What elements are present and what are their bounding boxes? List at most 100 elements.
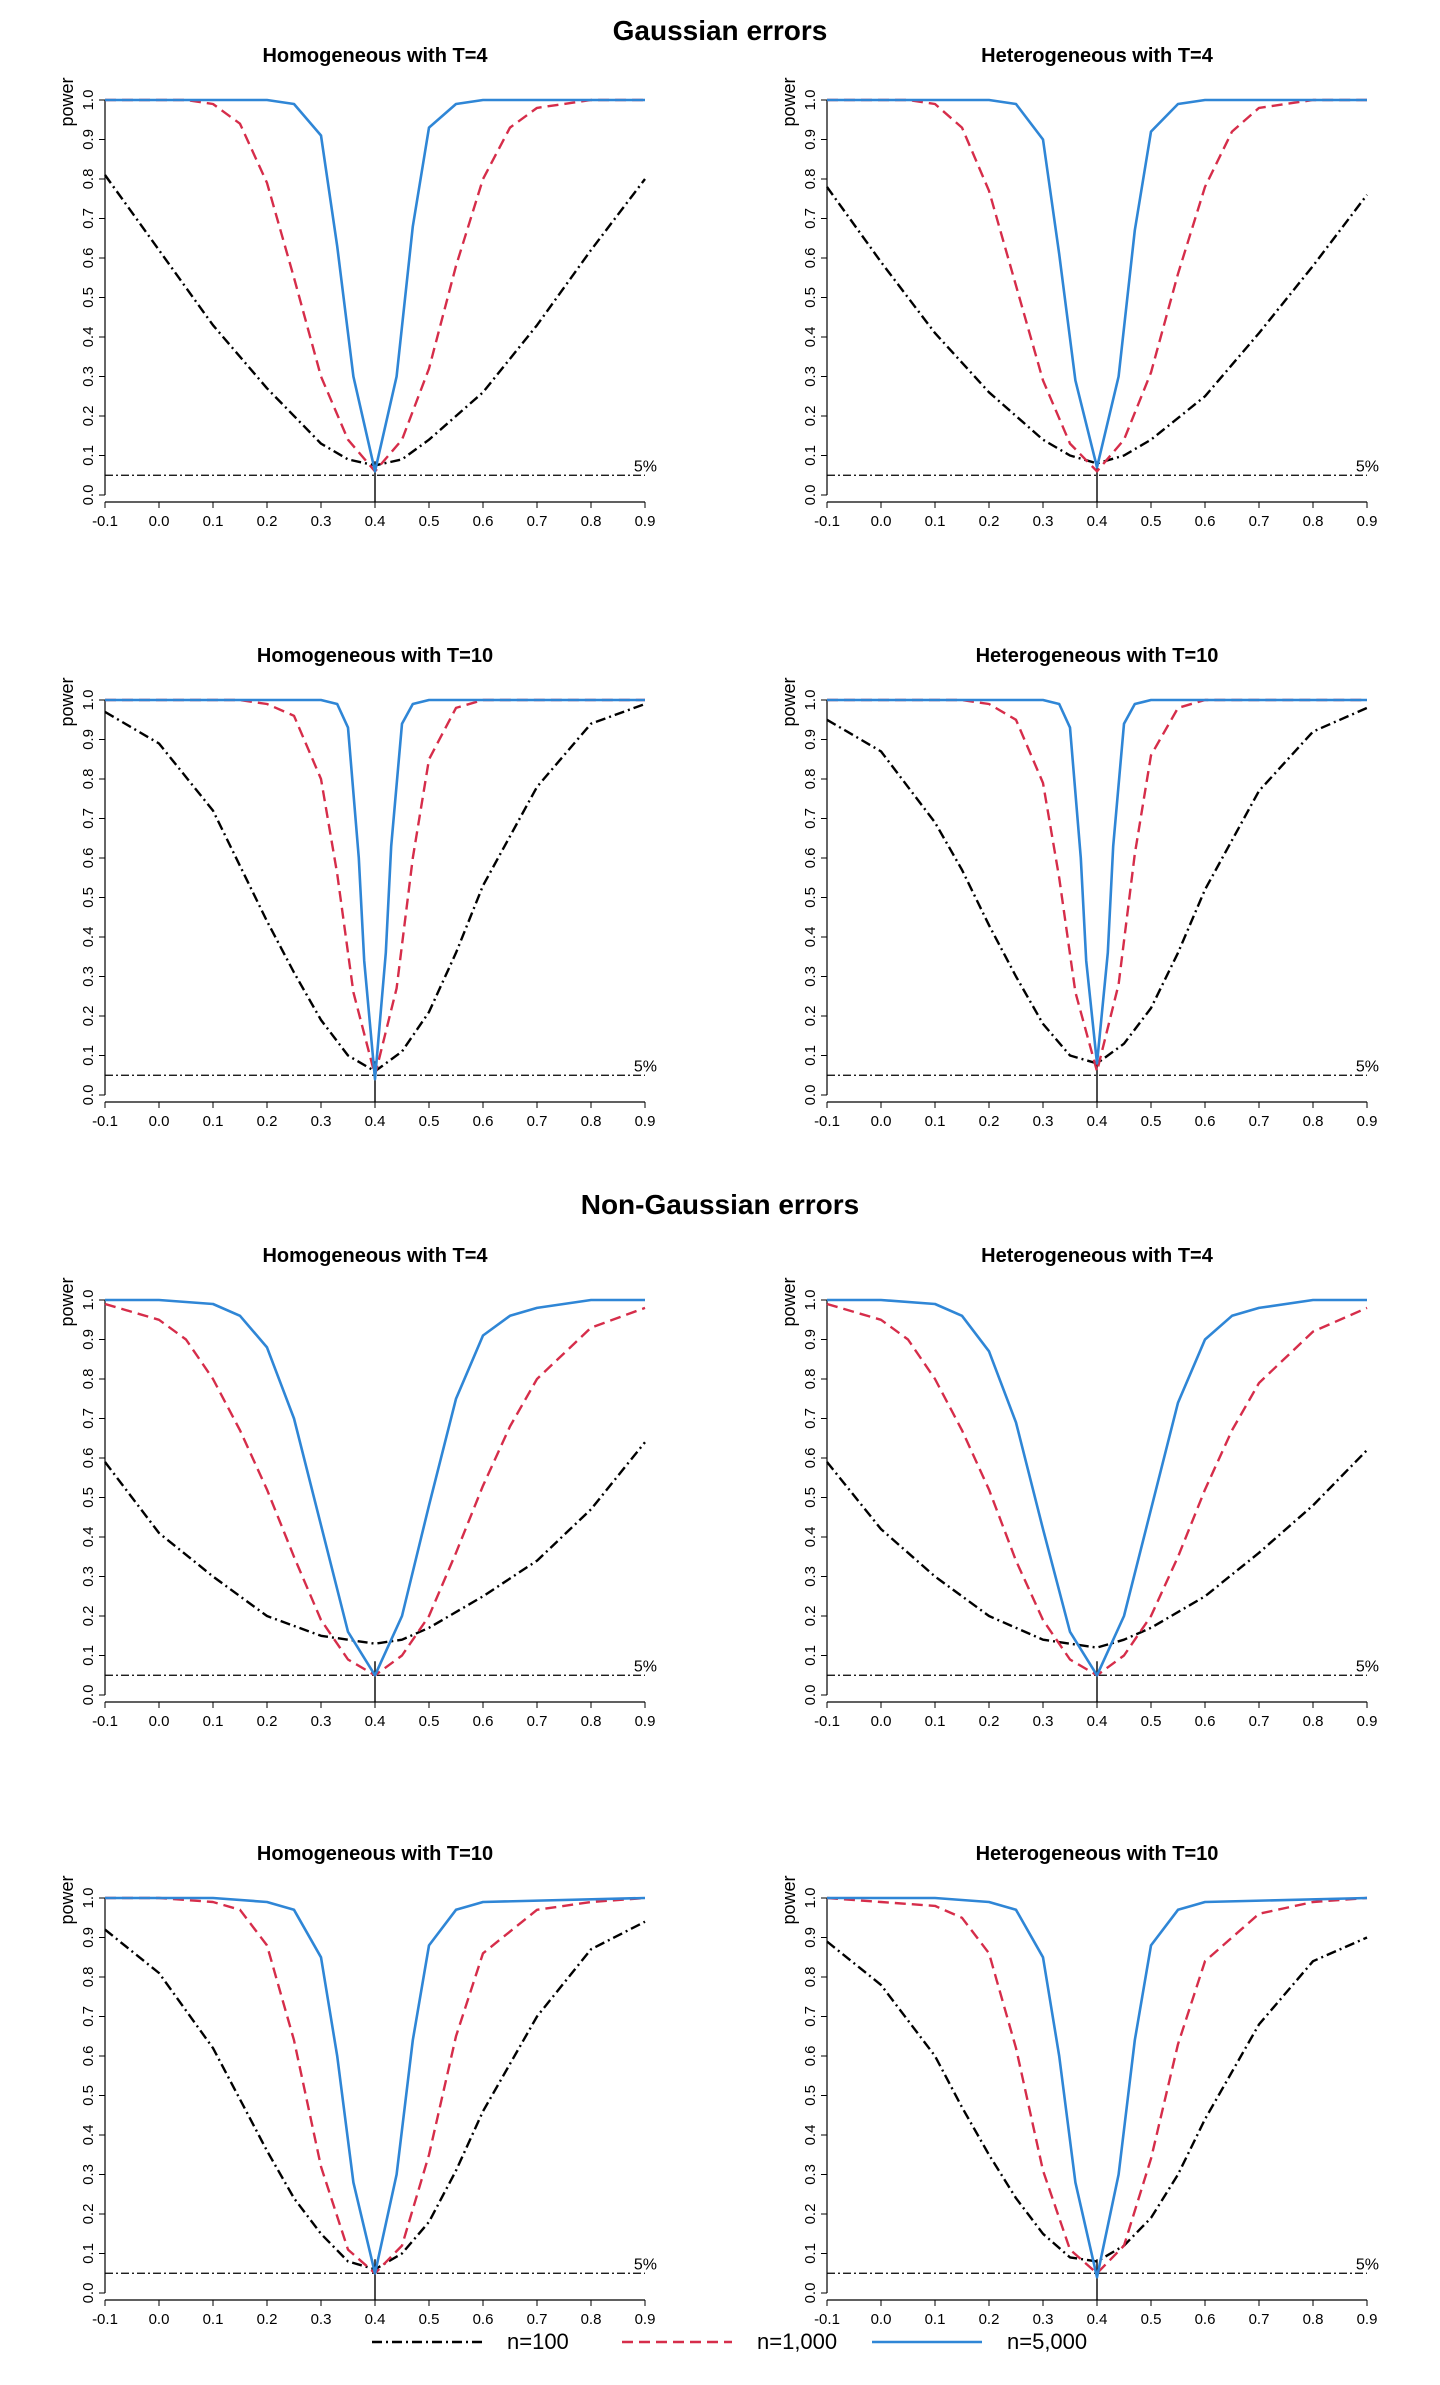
y-tick-label: 0.7: [80, 808, 97, 829]
x-tick-label: -0.1: [814, 2311, 840, 2328]
y-tick-label: 0.1: [802, 445, 819, 466]
y-tick-label: 0.3: [80, 366, 97, 387]
y-tick-label: 0.3: [802, 366, 819, 387]
x-tick-label: 0.3: [311, 1113, 332, 1130]
y-tick-label: 0.1: [80, 1645, 97, 1666]
y-tick-label: 0.3: [80, 966, 97, 987]
panel-title: Heterogeneous with T=4: [981, 1245, 1214, 1267]
x-tick-label: 0.6: [1195, 513, 1216, 530]
y-tick-label: 0.5: [80, 287, 97, 308]
x-tick-label: 0.2: [979, 1713, 1000, 1730]
x-tick-label: 0.4: [365, 1713, 386, 1730]
y-tick-label: 0.6: [802, 248, 819, 269]
x-tick-label: 0.0: [149, 1713, 170, 1730]
x-tick-label: 0.5: [1141, 1713, 1162, 1730]
x-tick-label: 0.2: [979, 1113, 1000, 1130]
series-line-n1000: [105, 98, 645, 473]
x-tick-label: 0.9: [635, 513, 656, 530]
y-tick-label: 0.5: [80, 2085, 97, 2106]
x-tick-label: 0.1: [925, 1113, 946, 1130]
y-tick-label: 1.0: [80, 90, 97, 111]
x-tick-label: 0.5: [419, 513, 440, 530]
y-tick-label: 0.4: [80, 927, 97, 948]
y-tick-label: 0.1: [80, 2243, 97, 2264]
x-tick-label: 0.9: [635, 1713, 656, 1730]
y-tick-label: 0.6: [80, 1448, 97, 1469]
x-tick-label: 0.1: [203, 1113, 224, 1130]
y-tick-label: 0.8: [802, 1369, 819, 1390]
y-tick-label: 0.9: [80, 729, 97, 750]
panel-title: Homogeneous with T=4: [262, 45, 488, 67]
series-line-n5000: [827, 1298, 1367, 1677]
panel-title: Heterogeneous with T=4: [981, 45, 1214, 67]
y-tick-label: 0.0: [802, 2283, 819, 2304]
y-tick-label: 0.9: [802, 129, 819, 150]
x-tick-label: 0.8: [1303, 1113, 1324, 1130]
panel-title: Homogeneous with T=10: [257, 1843, 493, 1865]
x-tick-label: -0.1: [92, 2311, 118, 2328]
y-axis-label: power: [779, 77, 799, 126]
x-tick-label: 0.5: [1141, 2311, 1162, 2328]
x-tick-label: 0.3: [1033, 2311, 1054, 2328]
x-tick-label: 0.5: [1141, 513, 1162, 530]
x-tick-label: 0.7: [527, 513, 548, 530]
y-tick-label: 0.3: [802, 1566, 819, 1587]
chart-panel: Homogeneous with T=10 power 0.0 0.1 0.2 0.3 0.…: [57, 645, 657, 1130]
x-tick-label: 0.1: [203, 513, 224, 530]
x-tick-label: 0.7: [1249, 2311, 1270, 2328]
series-line-n5000: [827, 98, 1367, 469]
x-tick-label: 0.2: [979, 2311, 1000, 2328]
x-tick-label: 0.8: [581, 1713, 602, 1730]
y-tick-label: 0.8: [802, 169, 819, 190]
y-tick-label: 0.4: [80, 1527, 97, 1548]
x-tick-label: 0.2: [257, 2311, 278, 2328]
x-tick-label: 0.3: [1033, 513, 1054, 530]
series-line-n5000: [827, 1896, 1368, 2279]
series-line-n100: [104, 702, 646, 1073]
legend-label-n100: n=100: [507, 2329, 569, 2354]
x-tick-label: 0.0: [149, 513, 170, 530]
reference-label: 5%: [634, 1658, 657, 1675]
series-line-n100: [104, 1441, 646, 1645]
series-line-n1000: [826, 1302, 1368, 1677]
y-axis-label: power: [779, 1875, 799, 1924]
y-tick-label: 0.6: [80, 848, 97, 869]
series-line-n1000: [105, 698, 645, 1077]
y-tick-label: 1.0: [802, 1290, 819, 1311]
y-tick-label: 0.1: [80, 1045, 97, 1066]
y-tick-label: 0.7: [80, 1408, 97, 1429]
x-tick-label: 0.0: [871, 1713, 892, 1730]
chart-panel: Heterogeneous with T=10 power 0.0 0.1 0.2 0.3…: [779, 645, 1379, 1130]
x-tick-label: 0.2: [979, 513, 1000, 530]
y-tick-label: 0.0: [80, 1685, 97, 1706]
y-tick-label: 0.5: [802, 887, 819, 908]
x-tick-label: 0.6: [1195, 2311, 1216, 2328]
y-tick-label: 0.9: [80, 1927, 97, 1948]
y-tick-label: 0.9: [80, 1329, 97, 1350]
series-line-n1000: [105, 1896, 646, 2275]
x-tick-label: 0.6: [473, 1713, 494, 1730]
x-tick-label: 0.0: [149, 1113, 170, 1130]
series-line-n100: [826, 186, 1368, 465]
x-tick-label: 0.9: [1357, 1713, 1378, 1730]
y-tick-label: 0.6: [80, 2046, 97, 2067]
y-tick-label: 1.0: [80, 1888, 97, 1909]
x-tick-label: 0.5: [419, 1113, 440, 1130]
y-tick-label: 0.3: [802, 966, 819, 987]
reference-label: 5%: [1356, 1658, 1379, 1675]
y-axis-label: power: [779, 677, 799, 726]
y-tick-label: 0.0: [80, 2283, 97, 2304]
y-tick-label: 0.1: [802, 1045, 819, 1066]
series-line-n5000: [105, 98, 645, 473]
series-line-n5000: [105, 1896, 646, 2275]
x-tick-label: 0.3: [1033, 1713, 1054, 1730]
y-tick-label: 0.9: [802, 1329, 819, 1350]
y-tick-label: 0.9: [802, 1927, 819, 1948]
x-tick-label: 0.5: [419, 1713, 440, 1730]
y-tick-label: 0.7: [802, 808, 819, 829]
y-tick-label: 0.6: [802, 1448, 819, 1469]
y-tick-label: 0.2: [802, 406, 819, 427]
panel-title: Homogeneous with T=4: [262, 1245, 488, 1267]
legend-label-n1000: n=1,000: [757, 2329, 837, 2354]
x-tick-label: 0.8: [1303, 1713, 1324, 1730]
